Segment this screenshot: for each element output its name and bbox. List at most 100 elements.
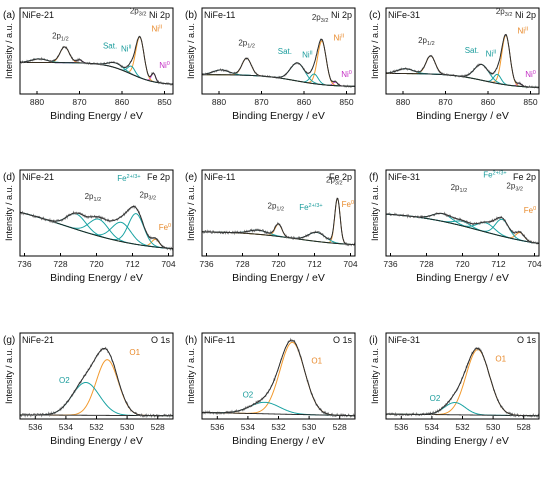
peak-g-0 [20,359,173,417]
peak-annotation-c-5: Ni0 [525,70,536,79]
fit-envelope-d [20,206,173,250]
peak-annotation-b-0: 2p1/2 [238,39,255,50]
ylabel-a: Intensity / a.u. [4,23,14,79]
sample-label-i: NiFe-31 [388,335,420,345]
sample-label-g: NiFe-21 [22,335,54,345]
xlabel-f: Binding Energy / eV [416,272,509,284]
core-level-label-h: O 1s [333,335,353,345]
xtick-label-e-2: 720 [271,259,285,269]
peak-annotation-f-2: 2p3/2 [506,181,523,192]
xtick-label-c-0: 880 [396,97,410,107]
panel-c: 880 870 860 850 Binding Energy / eV Intensity… [369,7,540,122]
xtick-label-i-4: 528 [517,422,531,432]
sample-label-b: NiFe-11 [204,10,235,20]
core-level-label-a: Ni 2p [149,10,170,20]
xtick-label-e-0: 736 [199,259,213,269]
xtick-label-a-0: 880 [30,97,44,107]
peak-c-1 [386,34,539,88]
panel-label-a: (a) [3,10,15,21]
panel-i: 536 534 532 530 528 Binding Energy / eV Intens… [369,332,540,447]
fit-envelope-a [20,36,173,85]
peak-g-1 [20,381,173,417]
xtick-label-b-2: 860 [297,97,311,107]
xtick-label-d-2: 720 [89,259,103,269]
xtick-label-f-2: 720 [455,259,469,269]
xlabel-i: Binding Energy / eV [416,435,509,447]
peak-annotation-i-0: O1 [495,355,506,364]
raw-spectrum-c [386,33,539,89]
peak-annotation-c-3: NiII [486,49,497,58]
panel-label-h: (h) [185,335,197,346]
peak-annotation-f-0: 2p1/2 [451,183,468,194]
xtick-label-c-2: 860 [481,97,495,107]
fit-envelope-g [20,348,173,417]
ylabel-g: Intensity / a.u. [4,348,14,404]
xtick-label-g-4: 528 [151,422,165,432]
panel-h: 536 534 532 530 528 Binding Energy / eV Intens… [185,332,356,447]
panel-d: 736 728 720 712 704 Binding Energy / eV Intens… [3,169,176,284]
xtick-label-e-1: 728 [235,259,249,269]
panel-label-c: (c) [369,10,381,21]
fit-envelope-c [386,34,539,88]
xtick-label-h-3: 530 [302,422,316,432]
peak-annotation-e-2: 2p3/2 [326,175,343,186]
raw-spectrum-g [20,346,173,419]
xlabel-c: Binding Energy / eV [416,110,509,122]
panel-label-g: (g) [3,335,15,346]
xtick-label-g-1: 534 [59,422,73,432]
core-level-label-b: Ni 2p [331,10,352,20]
xlabel-h: Binding Energy / eV [232,435,325,447]
sample-label-f: NiFe-31 [388,172,420,182]
peak-annotation-b-1: 2p3/2 [312,13,329,24]
xtick-label-a-1: 870 [72,97,86,107]
peak-i-1 [386,402,539,417]
ylabel-e: Intensity / a.u. [186,185,196,241]
xtick-label-h-1: 534 [241,422,255,432]
peak-annotation-i-1: O2 [430,394,441,403]
xtick-label-i-3: 530 [486,422,500,432]
ylabel-c: Intensity / a.u. [370,23,380,79]
plot-frame-g [19,332,174,420]
xtick-label-b-1: 870 [254,97,268,107]
core-level-label-c: Ni 2p [515,10,536,20]
peak-annotation-a-3: NiII [121,45,132,54]
peak-annotation-b-5: Ni0 [341,70,352,79]
peak-annotation-c-1: 2p3/2 [496,7,513,18]
peak-annotation-a-5: Ni0 [159,61,170,70]
peak-h-0 [202,341,355,417]
peak-annotation-d-2: 2p3/2 [140,191,157,202]
peak-annotation-a-0: 2p1/2 [52,31,69,42]
xtick-label-c-3: 850 [523,97,537,107]
fit-envelope-e [202,197,355,246]
peak-annotation-a-2: Sat. [103,42,117,51]
xtick-label-d-3: 712 [125,259,139,269]
peak-annotation-a-4: NiII [152,25,163,34]
xtick-label-h-4: 528 [333,422,347,432]
xtick-label-f-3: 712 [491,259,505,269]
raw-spectrum-h [202,337,355,418]
xtick-label-c-1: 870 [438,97,452,107]
baseline-a [20,62,173,85]
peak-annotation-h-1: O2 [243,391,254,400]
peak-annotation-e-3: Fe0 [342,200,354,209]
xtick-label-d-1: 728 [53,259,67,269]
sample-label-h: NiFe-11 [204,335,235,345]
xtick-label-g-2: 532 [89,422,103,432]
peak-annotation-a-1: 2p3/2 [130,6,147,17]
xtick-label-i-2: 532 [455,422,469,432]
panel-label-d: (d) [3,172,15,183]
peak-annotation-e-0: 2p1/2 [268,201,285,212]
ylabel-d: Intensity / a.u. [4,185,14,241]
plot-frame-c [385,7,540,95]
peak-annotation-g-0: O1 [129,348,140,357]
peak-annotation-c-2: Sat. [465,46,479,55]
xtick-label-g-0: 536 [28,422,42,432]
xlabel-a: Binding Energy / eV [50,110,143,122]
plot-frame-b [201,7,356,95]
peak-annotation-c-0: 2p1/2 [418,36,435,47]
fit-envelope-f [386,212,539,244]
xtick-label-a-2: 860 [115,97,129,107]
xtick-label-d-4: 704 [161,259,175,269]
peak-annotation-d-0: 2p1/2 [85,192,102,203]
fit-envelope-i [386,347,539,417]
